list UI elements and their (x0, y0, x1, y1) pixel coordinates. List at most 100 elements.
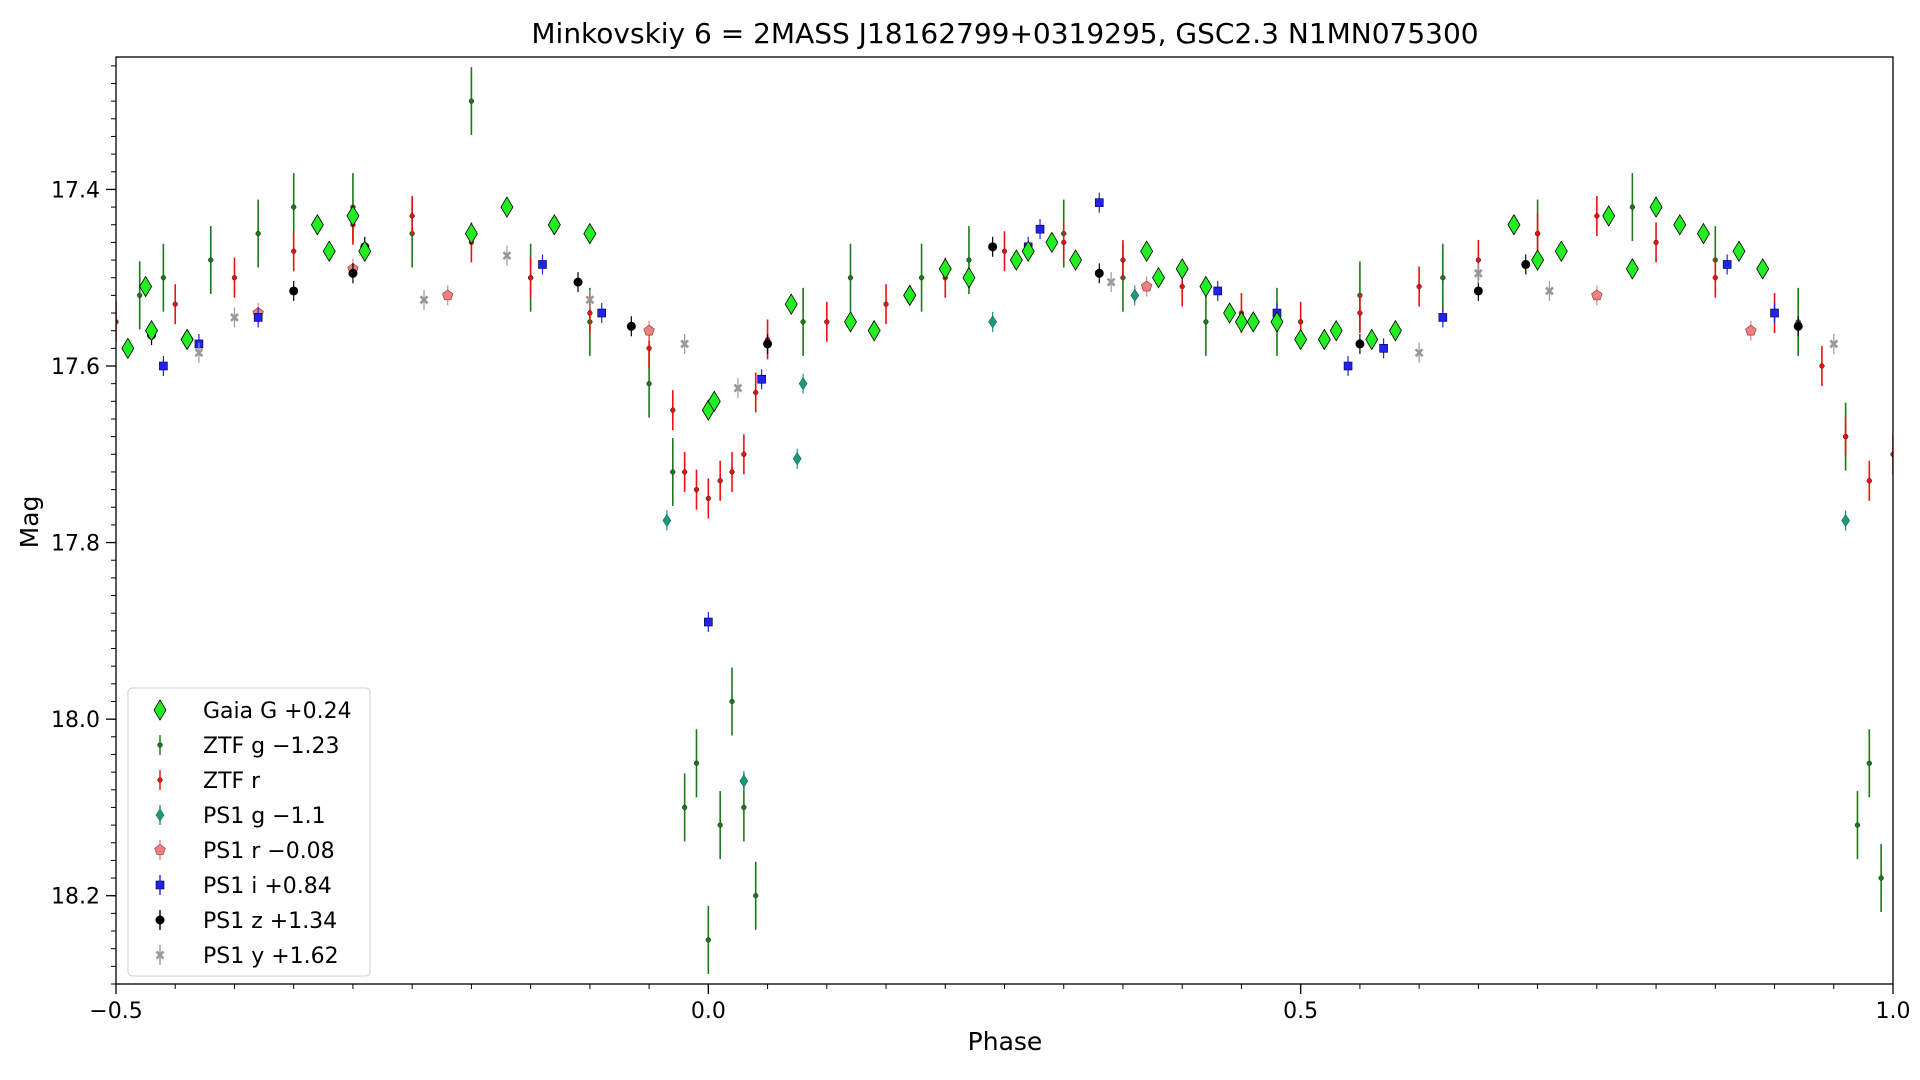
legend-label: PS1 y +1.62 (203, 944, 339, 969)
data-point (583, 222, 597, 245)
legend-marker (155, 950, 165, 960)
data-point (527, 275, 534, 281)
data-point (231, 275, 238, 281)
data-point (1829, 339, 1839, 349)
data-point (1534, 230, 1541, 237)
data-point (717, 478, 723, 484)
legend-marker (153, 699, 167, 721)
data-point (784, 293, 798, 315)
data-point (310, 213, 324, 236)
data-point (1625, 258, 1639, 280)
data-point (966, 257, 972, 263)
data-point (1120, 257, 1126, 263)
data-point (681, 804, 688, 811)
data-point (1653, 239, 1659, 246)
data-point (291, 248, 297, 254)
data-point (1793, 321, 1803, 331)
series-3 (116, 195, 1893, 519)
data-point (346, 205, 360, 227)
data-point (145, 319, 159, 342)
data-point (883, 301, 889, 307)
y-tick-label: 17.6 (51, 355, 100, 380)
data-point (670, 469, 676, 475)
data-point (1021, 240, 1035, 263)
data-point (538, 260, 547, 269)
data-point (1298, 319, 1304, 325)
data-point (1094, 268, 1104, 278)
legend-label: PS1 r −0.08 (203, 839, 335, 864)
data-point (693, 486, 700, 493)
data-point (1294, 328, 1308, 351)
plot-frame (115, 56, 1894, 985)
data-point (646, 345, 652, 351)
data-point (208, 257, 214, 263)
data-point (670, 407, 676, 413)
data-point (139, 275, 153, 298)
data-point (419, 295, 429, 305)
data-point (1106, 277, 1116, 287)
data-point (1475, 257, 1482, 263)
data-point (1854, 822, 1861, 828)
data-point (757, 374, 766, 384)
data-point (1199, 275, 1213, 298)
data-point (741, 451, 747, 457)
data-point (1722, 260, 1732, 269)
data-point (1388, 319, 1402, 342)
data-point (1343, 361, 1353, 371)
data-point (705, 937, 711, 943)
data-point (1234, 311, 1248, 333)
data-point (1594, 213, 1600, 219)
data-point (1649, 196, 1663, 218)
x-tick-label: 0.5 (1283, 999, 1318, 1024)
legend-label: Gaia G +0.24 (203, 699, 352, 724)
data-point (705, 495, 711, 502)
series-7 (147, 236, 1803, 354)
data-point (1001, 248, 1008, 254)
data-point (468, 98, 475, 104)
data-point (180, 328, 194, 351)
data-point (693, 760, 700, 766)
data-point (500, 196, 514, 218)
data-point (1473, 286, 1483, 296)
data-point (680, 339, 690, 349)
data-point (729, 698, 735, 705)
legend-marker (157, 777, 163, 783)
data-point (1329, 319, 1343, 342)
data-point (121, 337, 135, 360)
data-point (918, 275, 925, 281)
data-point (1045, 231, 1059, 254)
data-point (547, 213, 561, 236)
data-point (159, 361, 168, 371)
series-8 (194, 245, 1839, 399)
data-point (409, 213, 415, 219)
data-point (1357, 310, 1363, 316)
data-point (1355, 339, 1365, 349)
data-point (1035, 224, 1045, 234)
data-point (1521, 259, 1531, 269)
data-point (844, 311, 857, 333)
data-point (289, 286, 299, 296)
data-point (291, 204, 297, 210)
data-point (988, 242, 998, 252)
data-point (1130, 288, 1140, 302)
data-point (442, 289, 454, 301)
data-point (643, 324, 655, 336)
data-point (1842, 433, 1849, 440)
data-point (1866, 478, 1872, 484)
data-point (1745, 324, 1757, 336)
data-point (587, 310, 593, 316)
data-point (1531, 249, 1545, 271)
legend-marker (157, 742, 163, 748)
data-point (1878, 875, 1884, 881)
data-point (1732, 240, 1746, 263)
data-point (1629, 204, 1636, 210)
data-point (464, 222, 478, 245)
data-point (1591, 289, 1603, 301)
data-point (962, 266, 976, 289)
data-point (160, 275, 167, 281)
data-point (1602, 205, 1616, 227)
x-tick-label: −0.5 (89, 999, 142, 1024)
data-point (681, 469, 688, 475)
data-point (824, 319, 830, 325)
legend-marker (154, 844, 166, 855)
